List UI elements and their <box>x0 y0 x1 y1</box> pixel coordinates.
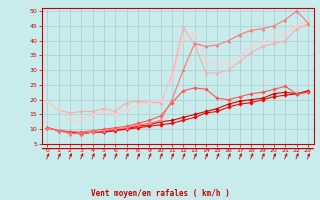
Text: Vent moyen/en rafales ( km/h ): Vent moyen/en rafales ( km/h ) <box>91 189 229 198</box>
